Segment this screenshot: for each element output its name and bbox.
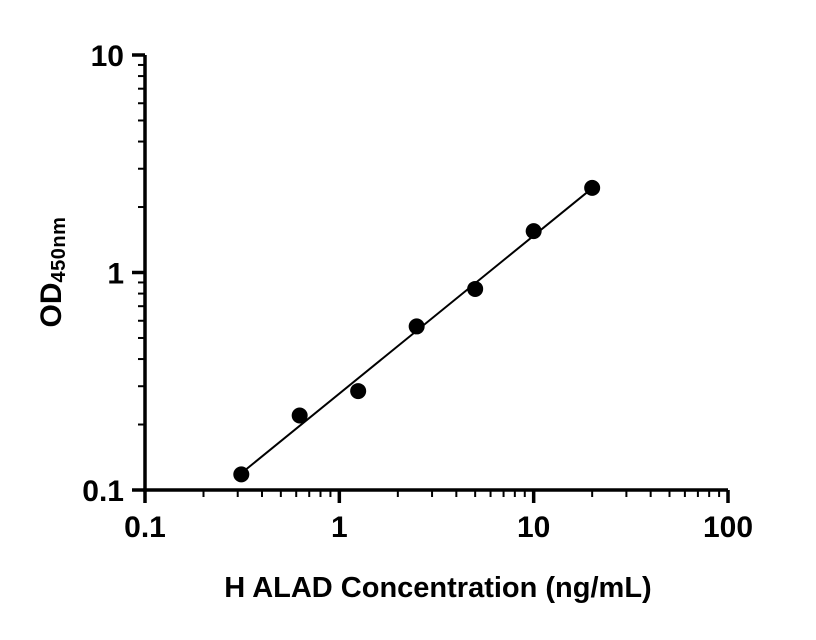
y-tick-label: 0.1 — [82, 475, 124, 508]
data-point — [233, 466, 250, 483]
data-point — [291, 407, 308, 424]
y-tick-label: 1 — [107, 258, 124, 291]
data-point — [408, 318, 425, 335]
data-point — [467, 280, 484, 297]
x-tick-label: 1 — [331, 511, 348, 544]
x-tick-label: 100 — [703, 511, 753, 544]
x-tick-label: 0.1 — [124, 511, 166, 544]
data-point — [350, 383, 367, 400]
y-axis-label-main: OD — [35, 282, 68, 328]
data-point — [525, 223, 542, 240]
y-axis-label: OD450nm — [35, 216, 70, 328]
x-axis-label: H ALAD Concentration (ng/mL) — [224, 572, 652, 604]
x-tick-label: 10 — [517, 511, 550, 544]
data-point — [584, 179, 601, 196]
y-tick-label: 10 — [91, 40, 124, 73]
y-axis-label-subscript: 450nm — [48, 216, 70, 283]
